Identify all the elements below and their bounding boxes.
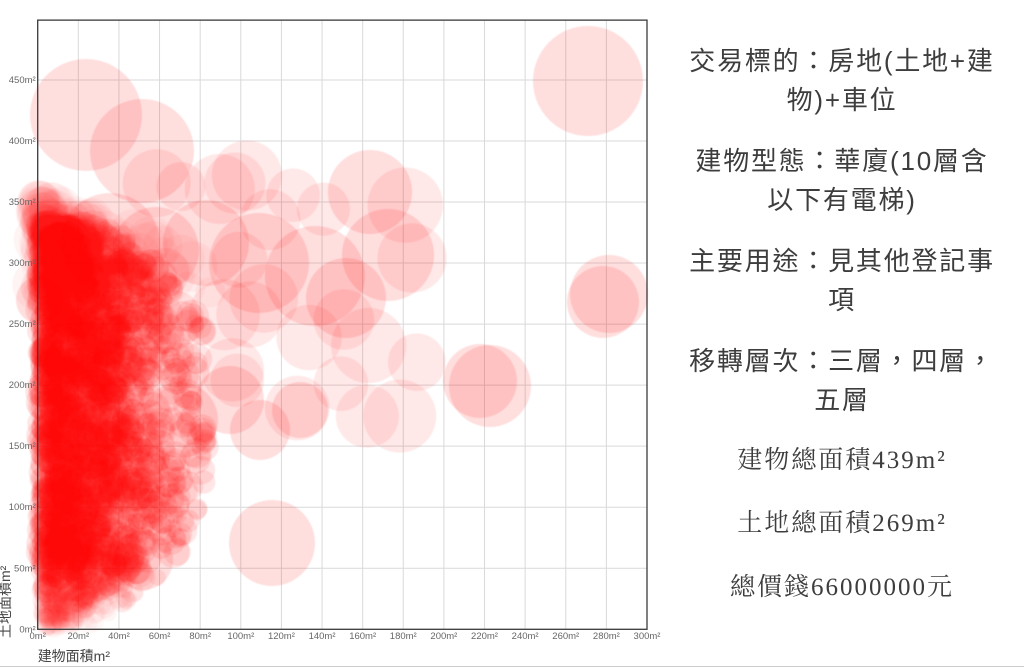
- svg-text:240m²: 240m²: [512, 631, 539, 642]
- svg-text:40m²: 40m²: [108, 631, 130, 642]
- svg-text:220m²: 220m²: [471, 631, 498, 642]
- svg-text:280m²: 280m²: [593, 631, 620, 642]
- svg-text:100m²: 100m²: [9, 502, 36, 513]
- svg-text:80m²: 80m²: [189, 631, 211, 642]
- svg-text:160m²: 160m²: [349, 631, 376, 642]
- svg-text:350m²: 350m²: [9, 197, 36, 208]
- svg-text:60m²: 60m²: [149, 631, 171, 642]
- svg-text:300m²: 300m²: [634, 631, 661, 642]
- svg-text:140m²: 140m²: [309, 631, 336, 642]
- svg-text:120m²: 120m²: [268, 631, 295, 642]
- svg-text:100m²: 100m²: [227, 631, 254, 642]
- svg-text:200m²: 200m²: [430, 631, 457, 642]
- svg-text:180m²: 180m²: [390, 631, 417, 642]
- svg-text:260m²: 260m²: [552, 631, 579, 642]
- svg-text:20m²: 20m²: [67, 631, 89, 642]
- svg-text:土地面積m²: 土地面積m²: [0, 565, 13, 638]
- svg-text:450m²: 450m²: [9, 75, 36, 86]
- svg-text:150m²: 150m²: [9, 441, 36, 452]
- svg-text:建物面積m²: 建物面積m²: [38, 648, 111, 664]
- svg-text:300m²: 300m²: [9, 258, 36, 269]
- svg-text:0m²: 0m²: [19, 624, 35, 635]
- svg-text:200m²: 200m²: [9, 380, 36, 391]
- svg-text:400m²: 400m²: [9, 136, 36, 147]
- svg-text:50m²: 50m²: [14, 563, 36, 574]
- svg-text:250m²: 250m²: [9, 319, 36, 330]
